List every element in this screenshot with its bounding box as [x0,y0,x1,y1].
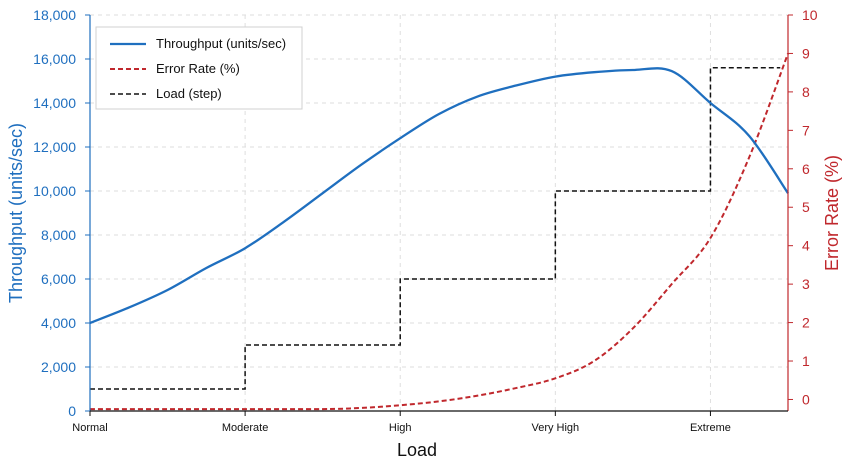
y-right-tick-label: 7 [802,122,810,138]
y-right-tick-label: 8 [802,84,810,100]
y-right-tick-label: 6 [802,161,810,177]
y-right-tick-label: 3 [802,276,810,292]
x-tick-label: High [389,422,412,434]
x-tick-label: Extreme [690,422,731,434]
y-left-tick-label: 6,000 [41,271,76,287]
y-left-tick-label: 18,000 [33,7,76,23]
y-right-tick-label: 9 [802,45,810,61]
axes [85,14,793,416]
y-right-tick-label: 5 [802,199,810,215]
series-line-throughput [89,67,789,325]
legend-label-load: Load (step) [156,86,222,101]
y-right-tick-label: 2 [802,315,810,331]
x-tick-label: Moderate [222,422,268,434]
x-axis-title: Load [397,440,437,460]
y-left-tick-label: 14,000 [33,95,76,111]
y-left-tick-label: 12,000 [33,139,76,155]
y-right-tick-label: 4 [802,238,810,254]
y-axis-left-title: Throughput (units/sec) [6,123,26,303]
y-right-tick-label: 10 [802,7,818,23]
y-left-tick-label: 2,000 [41,359,76,375]
y-left-tick-label: 4,000 [41,315,76,331]
tick-labels: 0 2,000 4,000 6,000 8,000 10,000 12,000 14,000 1… [33,7,818,434]
series-line-load-step [90,67,781,390]
legend-label-throughput: Throughput (units/sec) [156,36,286,51]
y-left-tick-label: 8,000 [41,227,76,243]
y-right-tick-label: 1 [802,353,810,369]
legend: Throughput (units/sec) Error Rate (%) Lo… [95,26,303,110]
series-layer [89,53,789,411]
y-right-tick-label: 0 [802,391,810,407]
series-line-error-rate [90,53,789,411]
x-tick-label: Normal [72,422,107,434]
legend-label-error-rate: Error Rate (%) [156,61,240,76]
x-tick-label: Very High [531,422,579,434]
y-left-tick-label: 16,000 [33,51,76,67]
y-left-tick-label: 10,000 [33,183,76,199]
y-axis-right-title: Error Rate (%) [822,155,842,271]
y-left-tick-label: 0 [68,403,76,419]
